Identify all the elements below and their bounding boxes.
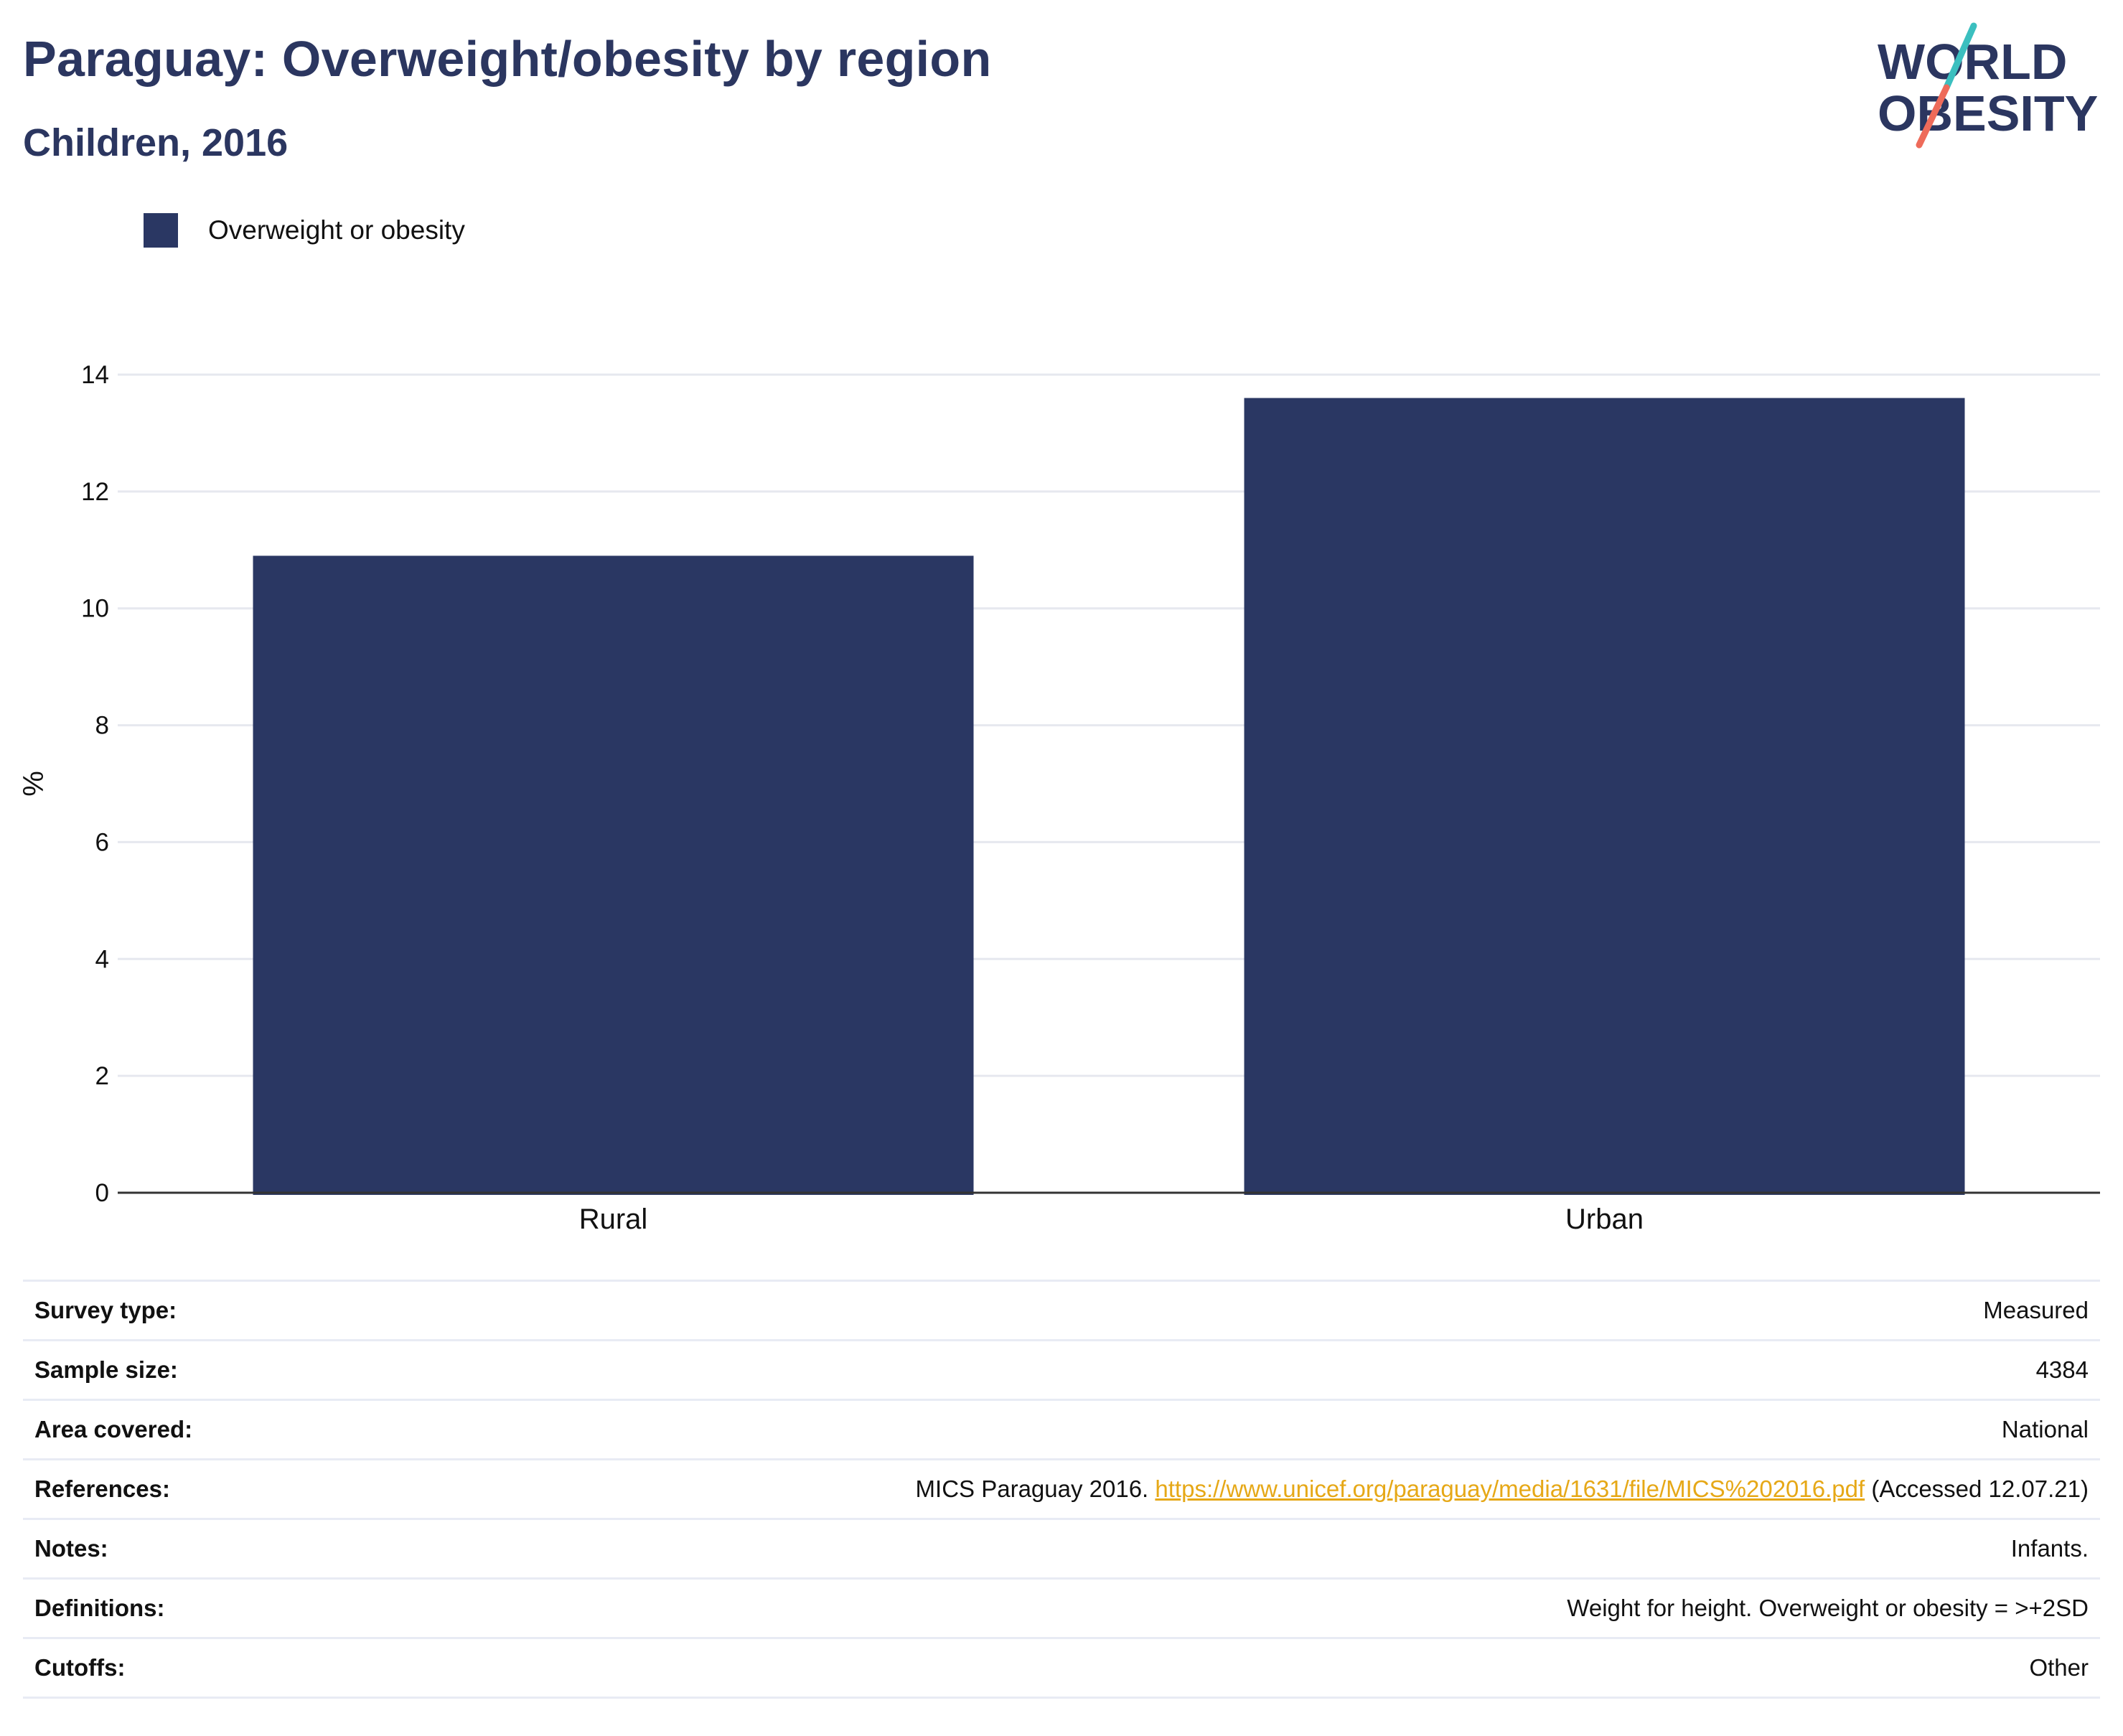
- cutoffs-value: Other: [2029, 1654, 2089, 1681]
- bar-chart: 0 2 4 6 8 10 12 14 Rural Urban %: [18, 361, 2100, 1235]
- y-tick-label: 10: [81, 595, 109, 623]
- y-tick-label: 12: [81, 478, 109, 506]
- notes-label: Notes:: [34, 1535, 108, 1562]
- y-axis-ticks: 0 2 4 6 8 10 12 14: [81, 361, 109, 1207]
- references-label: References:: [34, 1475, 170, 1502]
- references-suffix: (Accessed 12.07.21): [1871, 1475, 2089, 1502]
- info-row-survey-type: Survey type: Measured: [23, 1282, 2100, 1341]
- references-value: MICS Paraguay 2016. https://www.unicef.o…: [916, 1475, 2089, 1503]
- info-row-cutoffs: Cutoffs: Other: [23, 1639, 2100, 1699]
- area-covered-value: National: [2001, 1416, 2089, 1442]
- definitions-value: Weight for height. Overweight or obesity…: [1567, 1595, 2089, 1621]
- y-tick-label: 14: [81, 361, 109, 389]
- logo-line2: OBESITY: [1878, 85, 2098, 141]
- legend-swatch: [144, 213, 178, 248]
- info-row-references: References: MICS Paraguay 2016. https://…: [23, 1460, 2100, 1520]
- survey-info-table: Survey type: Measured Sample size: 4384 …: [23, 1280, 2100, 1699]
- y-tick-label: 6: [95, 828, 109, 856]
- references-prefix: MICS Paraguay 2016.: [915, 1475, 1149, 1502]
- chart-title: Paraguay: Overweight/obesity by region: [23, 31, 992, 87]
- bar-urban[interactable]: [1244, 398, 1965, 1195]
- x-axis-ticks: Rural Urban: [579, 1204, 1644, 1235]
- chart-subtitle: Children, 2016: [23, 121, 289, 164]
- area-covered-label: Area covered:: [34, 1416, 193, 1442]
- y-tick-label: 4: [95, 945, 109, 973]
- x-tick-label: Rural: [579, 1204, 648, 1235]
- logo-line1: WORLD: [1878, 34, 2067, 90]
- info-row-definitions: Definitions: Weight for height. Overweig…: [23, 1580, 2100, 1639]
- definitions-label: Definitions:: [34, 1595, 165, 1621]
- legend-label: Overweight or obesity: [208, 215, 465, 245]
- sample-size-label: Sample size:: [34, 1356, 178, 1383]
- bars: [253, 398, 1965, 1195]
- survey-type-value: Measured: [1983, 1297, 2089, 1323]
- info-row-sample-size: Sample size: 4384: [23, 1341, 2100, 1401]
- cutoffs-label: Cutoffs:: [34, 1654, 126, 1681]
- bar-rural[interactable]: [253, 555, 974, 1195]
- sample-size-value: 4384: [2035, 1356, 2089, 1383]
- y-tick-label: 8: [95, 712, 109, 740]
- info-row-area-covered: Area covered: National: [23, 1401, 2100, 1460]
- chart-legend[interactable]: Overweight or obesity: [144, 213, 465, 248]
- y-tick-label: 2: [95, 1062, 109, 1090]
- y-tick-label: 0: [95, 1179, 109, 1207]
- logo-slash-coral: [1916, 84, 1950, 149]
- y-axis-title: %: [18, 771, 50, 797]
- references-link[interactable]: https://www.unicef.org/paraguay/media/16…: [1155, 1475, 1865, 1502]
- logo-slash-teal: [1943, 22, 1977, 91]
- world-obesity-logo[interactable]: WORLD OBESITY: [1873, 22, 2103, 151]
- notes-value: Infants.: [2010, 1535, 2089, 1562]
- survey-type-label: Survey type:: [34, 1297, 177, 1323]
- info-row-notes: Notes: Infants.: [23, 1520, 2100, 1580]
- x-tick-label: Urban: [1565, 1204, 1644, 1235]
